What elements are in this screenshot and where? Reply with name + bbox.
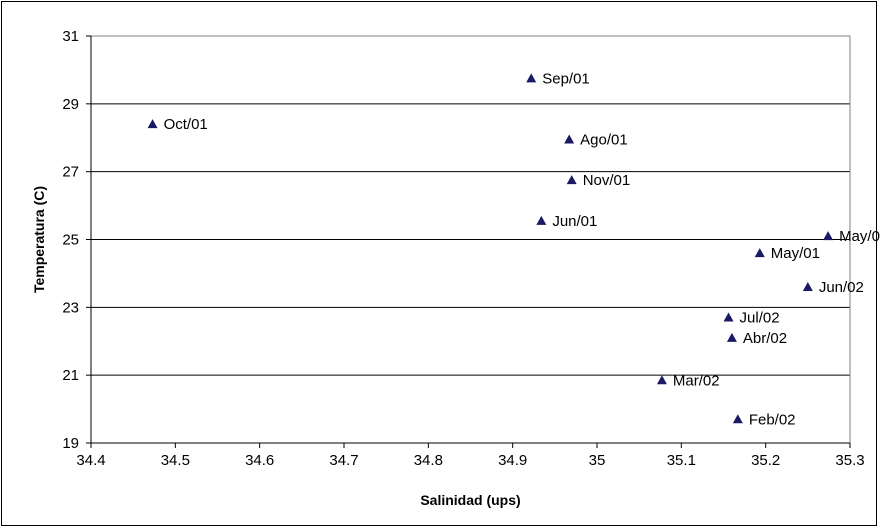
data-label: Jun/02 [819,279,864,296]
y-tick-label: 31 [62,28,79,45]
x-tick-label: 35.1 [667,452,696,469]
data-point-mar-02 [656,375,667,385]
data-label: Nov/01 [583,172,631,189]
y-tick-label: 25 [62,232,79,249]
y-tick-label: 29 [62,96,79,113]
data-label: May/01 [771,245,820,262]
data-point-may-01 [754,248,765,258]
data-label: Feb/02 [749,411,796,428]
x-tick-label: 34.5 [161,452,190,469]
gridlines [91,103,850,376]
data-point-sep-01 [526,73,537,83]
x-tick-label: 34.6 [245,452,274,469]
x-axis-title: Salinidad (ups) [420,492,520,508]
x-tick-label: 34.9 [498,452,527,469]
x-tick-label: 35 [589,452,606,469]
y-tick-label: 23 [62,299,79,316]
data-point-nov-01 [566,175,577,185]
data-label: Oct/01 [164,116,208,133]
y-tick-label: 19 [62,435,79,452]
data-point-jun-02 [802,281,813,291]
data-points: Oct/01 Sep/01 Ago/01 Nov/01 Jun/01 May/02 May/… [147,70,880,428]
data-point-may-02 [823,231,834,241]
x-tick-label: 35.2 [751,452,780,469]
data-label: Mar/02 [673,372,720,389]
x-tick-label: 34.4 [76,452,105,469]
data-point-abr-02 [726,332,737,342]
tick-labels: 19 21 23 25 27 29 31 34.4 34.5 34.6 34.7 34.8 34.9 35… [62,28,864,469]
data-label: Abr/02 [743,330,787,347]
y-axis-title: Temperatura (C) [31,186,47,293]
data-label: Jul/02 [740,310,780,327]
x-tick-label: 35.3 [835,452,864,469]
data-label: May/02 [839,228,880,245]
data-point-feb-02 [732,414,743,424]
data-point-jun-01 [536,215,547,225]
x-tick-label: 34.7 [329,452,358,469]
data-point-oct-01 [147,119,158,129]
y-tick-label: 27 [62,164,79,181]
data-label: Sep/01 [542,70,590,87]
axes [86,35,851,448]
data-point-jul-02 [723,312,734,322]
data-point-ago-01 [564,134,575,144]
data-label: Ago/01 [580,131,628,148]
data-label: Jun/01 [552,213,597,230]
y-tick-label: 21 [62,367,79,384]
x-tick-label: 34.8 [414,452,443,469]
